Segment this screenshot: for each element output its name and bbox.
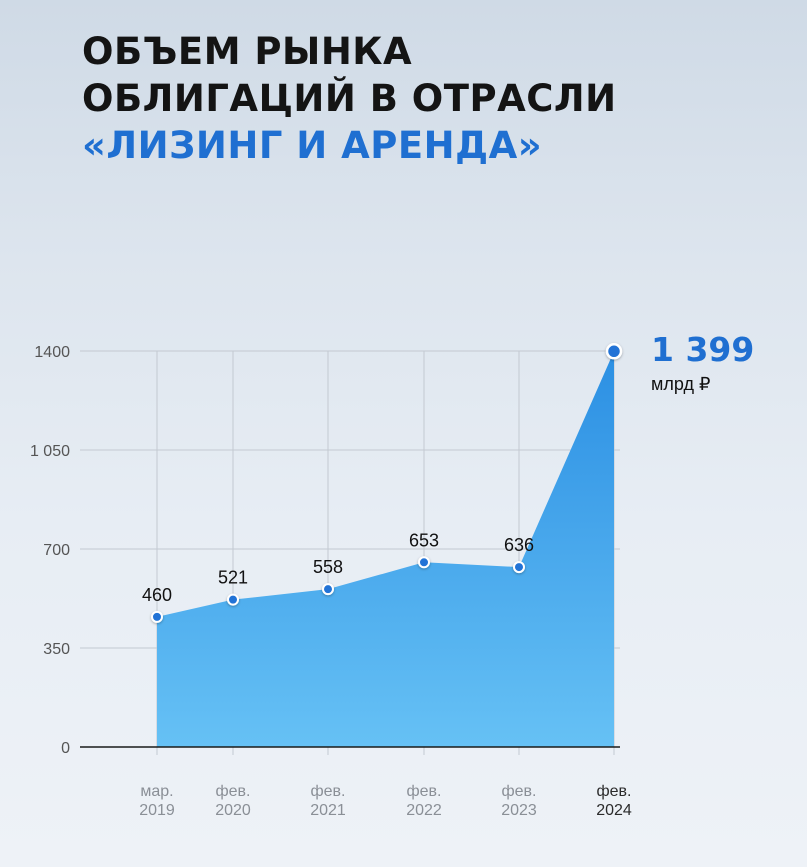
y-tick-label: 1 050	[30, 443, 70, 460]
data-label: 521	[218, 568, 248, 588]
y-tick-label: 350	[43, 641, 70, 658]
data-label: 460	[142, 585, 172, 605]
area-fill	[157, 351, 614, 747]
data-label: 653	[409, 530, 439, 550]
data-points	[151, 343, 623, 623]
title-line-2: ОБЛИГАЦИЙ В ОТРАСЛИ	[82, 77, 617, 120]
title-line-1: ОБЪЕМ РЫНКА	[82, 30, 413, 73]
y-axis-ticks: 0 350 700 1 050 1400	[30, 344, 70, 757]
y-tick-label: 1400	[34, 344, 70, 361]
title-line-3: «ЛИЗИНГ И АРЕНДА»	[82, 124, 543, 167]
callout-value: 1 399	[651, 330, 755, 369]
y-tick-label: 0	[61, 740, 70, 757]
data-point	[227, 593, 239, 606]
area-layer	[157, 351, 614, 747]
y-tick-label: 700	[43, 542, 70, 559]
data-label: 636	[504, 535, 534, 555]
data-point	[513, 561, 525, 574]
x-tick-label: фев. 2022	[406, 783, 442, 819]
data-label: 558	[313, 557, 343, 577]
chart-title: ОБЪЕМ РЫНКА ОБЛИГАЦИЙ В ОТРАСЛИ «ЛИЗИНГ …	[82, 28, 617, 169]
x-tick-label: фев. 2021	[310, 783, 346, 819]
x-tick-label: фев. 2020	[215, 783, 251, 819]
data-point	[151, 610, 163, 623]
x-axis-ticks: мар. 2019 фев. 2020 фев. 2021 фев. 2022 фев. 2023…	[139, 783, 632, 819]
x-tick-label: фев. 2024	[596, 783, 632, 819]
x-tick-label: мар. 2019	[139, 783, 175, 819]
data-point	[322, 583, 334, 596]
data-point	[418, 556, 430, 569]
data-labels: 460 521 558 653 636	[142, 530, 534, 605]
x-tick-label: фев. 2023	[501, 783, 537, 819]
data-point	[605, 343, 623, 360]
callout-unit: млрд ₽	[651, 374, 711, 394]
